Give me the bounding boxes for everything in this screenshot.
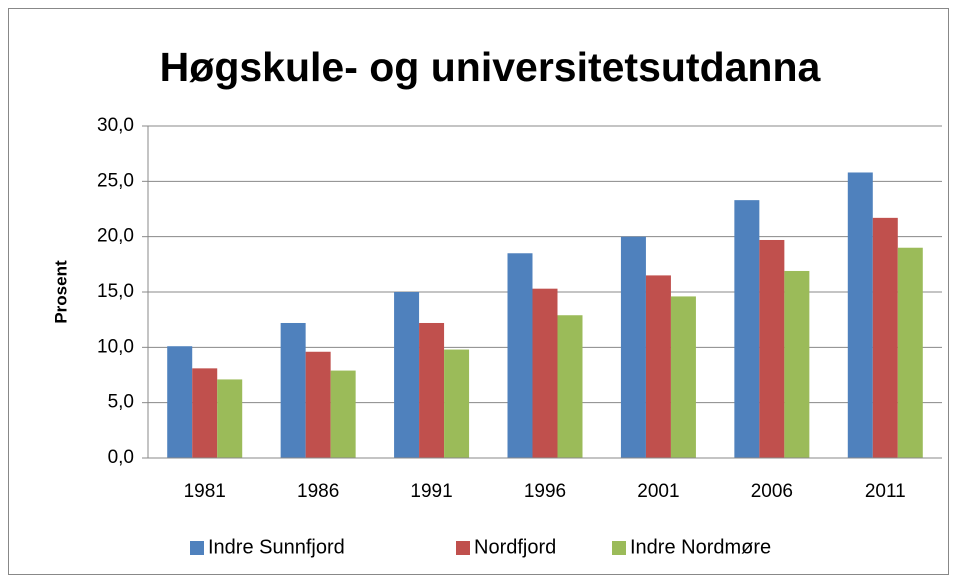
bar [305, 351, 331, 458]
bar [444, 349, 470, 458]
bar [419, 322, 445, 458]
y-tick-label: 25,0 [97, 170, 134, 191]
y-tick-label: 10,0 [97, 336, 134, 357]
legend-label: Indre Sunnfjord [208, 536, 345, 558]
bar [670, 296, 696, 458]
bar [330, 370, 356, 458]
bar [847, 172, 873, 459]
bar [167, 346, 193, 458]
bar [620, 236, 646, 458]
x-tick-label: 2011 [865, 481, 906, 502]
x-tick-label: 1986 [297, 481, 339, 502]
legend-label: Indre Nordmøre [630, 536, 771, 558]
bar [872, 217, 898, 458]
legend-swatch [190, 541, 204, 555]
bar [557, 315, 583, 458]
y-axis-label: Prosent [51, 260, 70, 324]
legend-swatch [612, 541, 626, 555]
y-tick-label: 30,0 [97, 115, 134, 136]
bar [280, 322, 306, 458]
bar [217, 379, 243, 458]
chart-title: Høgskule- og universitetsutdanna [160, 44, 822, 90]
legend-label: Nordfjord [474, 536, 556, 558]
y-tick-label: 15,0 [97, 281, 134, 302]
bar [532, 288, 558, 458]
bar [897, 247, 923, 458]
bar [759, 239, 785, 458]
x-tick-label: 1991 [410, 481, 452, 502]
y-tick-label: 20,0 [97, 226, 134, 247]
bar [192, 368, 218, 458]
bar [394, 292, 420, 458]
x-tick-label: 1981 [184, 481, 226, 502]
x-tick-label: 2001 [637, 481, 679, 502]
y-tick-label: 5,0 [108, 392, 134, 413]
bar [784, 270, 810, 458]
bar [507, 253, 533, 458]
y-tick-label: 0,0 [108, 447, 134, 468]
bar [734, 200, 760, 458]
x-tick-label: 2006 [751, 481, 793, 502]
x-tick-label: 1996 [524, 481, 566, 502]
legend-swatch [456, 541, 470, 555]
bar [645, 275, 671, 458]
